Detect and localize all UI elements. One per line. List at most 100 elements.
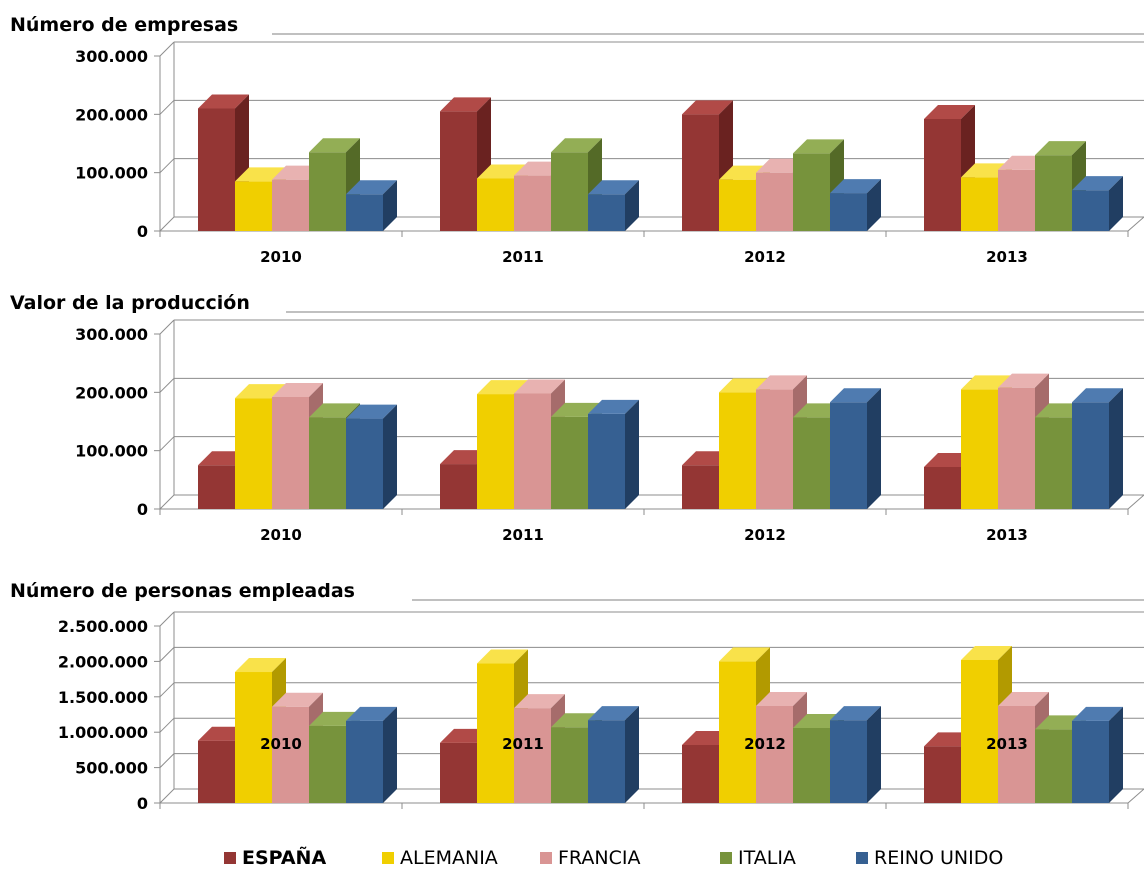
chart-2: Valor de la producción 0 100.000 200.000 300… bbox=[10, 292, 1144, 544]
bar-top bbox=[346, 706, 397, 721]
y-tick-label: 0 bbox=[137, 222, 148, 241]
bar-front bbox=[346, 194, 383, 231]
legend-label: FRANCIA bbox=[558, 847, 640, 866]
bar-reino_unido-2013 bbox=[1072, 388, 1123, 509]
bar-top bbox=[551, 138, 602, 153]
bar-top bbox=[682, 100, 733, 115]
gridline-side bbox=[159, 753, 175, 768]
legend-item-reino_unido: REINO UNIDO bbox=[856, 847, 1003, 869]
bar-top bbox=[1072, 706, 1123, 721]
bar-front bbox=[514, 393, 551, 509]
bar-front bbox=[235, 398, 272, 509]
bar-front bbox=[477, 178, 514, 231]
gridline-side bbox=[159, 717, 175, 733]
x-tick-label: 2011 bbox=[502, 735, 544, 753]
bar-front bbox=[440, 464, 477, 509]
bar-top bbox=[756, 692, 807, 707]
y-tick-label: 300.000 bbox=[75, 325, 148, 344]
bar-top bbox=[793, 139, 844, 154]
bar-front bbox=[719, 392, 756, 509]
y-tick-label: 300.000 bbox=[75, 47, 148, 66]
gridline-side bbox=[159, 319, 175, 335]
legend: ESPAÑA ALEMANIA FRANCIA ITALIA REINO UNIDO bbox=[224, 845, 1003, 869]
bar-top bbox=[588, 180, 639, 195]
bar-top bbox=[588, 706, 639, 721]
bar-top bbox=[1072, 388, 1123, 403]
bar-front bbox=[961, 389, 998, 509]
bar-front bbox=[346, 418, 383, 509]
bar-front bbox=[235, 672, 272, 803]
bar-front bbox=[682, 744, 719, 803]
bar-reino_unido-2012 bbox=[830, 388, 881, 509]
bar-front bbox=[756, 172, 793, 231]
bar-front bbox=[756, 389, 793, 509]
bar-side bbox=[383, 706, 397, 803]
bar-side bbox=[1109, 176, 1123, 231]
bar-front bbox=[830, 193, 867, 231]
bar-front bbox=[998, 706, 1035, 803]
bar-front bbox=[272, 706, 309, 803]
chart-title: Número de personas empleadas bbox=[10, 580, 355, 602]
bar-front bbox=[346, 720, 383, 803]
bar-top bbox=[514, 694, 565, 709]
bar-reino_unido-2010 bbox=[346, 180, 397, 231]
legend-item-francia: FRANCIA bbox=[540, 847, 640, 869]
bar-top bbox=[961, 645, 1012, 660]
bar-front bbox=[719, 179, 756, 231]
x-tick-label: 2013 bbox=[986, 526, 1028, 544]
chart-title: Valor de la producción bbox=[10, 292, 250, 314]
bar-italia-2011 bbox=[551, 138, 602, 231]
bar-front bbox=[793, 417, 830, 509]
bar-front bbox=[1072, 190, 1109, 231]
legend-label: REINO UNIDO bbox=[874, 847, 1003, 866]
gridline-side bbox=[159, 788, 175, 804]
bar-front bbox=[551, 727, 588, 803]
bar-top bbox=[514, 379, 565, 394]
gridline-side bbox=[159, 41, 175, 57]
bar-reino_unido-2010 bbox=[346, 706, 397, 803]
bar-top bbox=[440, 97, 491, 112]
bar-side bbox=[625, 706, 639, 803]
bar-reino_unido-2010 bbox=[346, 404, 397, 509]
gridline-side bbox=[159, 647, 175, 662]
legend-item-alemania: ALEMANIA bbox=[382, 847, 498, 869]
y-tick-label: 2.500.000 bbox=[58, 617, 148, 636]
bar-side bbox=[383, 404, 397, 509]
legend-swatch bbox=[720, 852, 732, 864]
bar-top bbox=[924, 105, 975, 119]
bar-top bbox=[235, 384, 286, 399]
y-tick-label: 500.000 bbox=[75, 759, 148, 778]
bar-top bbox=[477, 380, 528, 395]
y-tick-label: 200.000 bbox=[75, 383, 148, 402]
bar-front bbox=[198, 465, 235, 509]
bar-top bbox=[961, 375, 1012, 390]
y-tick-label: 1.000.000 bbox=[58, 723, 148, 742]
bar-side bbox=[383, 180, 397, 231]
floor-edge bbox=[1127, 788, 1144, 804]
floor-edge bbox=[1127, 216, 1144, 232]
bar-front bbox=[998, 169, 1035, 231]
bar-front bbox=[551, 152, 588, 231]
y-tick-label: 100.000 bbox=[75, 442, 148, 461]
bar-front bbox=[682, 465, 719, 509]
x-tick-label: 2010 bbox=[260, 735, 302, 753]
gridline-side bbox=[159, 377, 175, 393]
bar-front bbox=[924, 746, 961, 803]
bar-front bbox=[924, 119, 961, 231]
bar-top bbox=[719, 647, 770, 662]
floor-edge bbox=[1127, 494, 1144, 510]
bar-front bbox=[719, 661, 756, 803]
bar-front bbox=[588, 194, 625, 231]
bar-front bbox=[756, 706, 793, 803]
bar-front bbox=[440, 742, 477, 803]
bar-front bbox=[309, 725, 346, 803]
bar-top bbox=[235, 658, 286, 673]
bar-top bbox=[588, 399, 639, 414]
y-tick-label: 2.000.000 bbox=[58, 652, 148, 671]
bar-front bbox=[793, 727, 830, 803]
y-tick-label: 100.000 bbox=[75, 164, 148, 183]
chart-3: Número de personas empleadas 0 500.000 1.00… bbox=[10, 580, 1144, 813]
bar-top bbox=[830, 388, 881, 403]
